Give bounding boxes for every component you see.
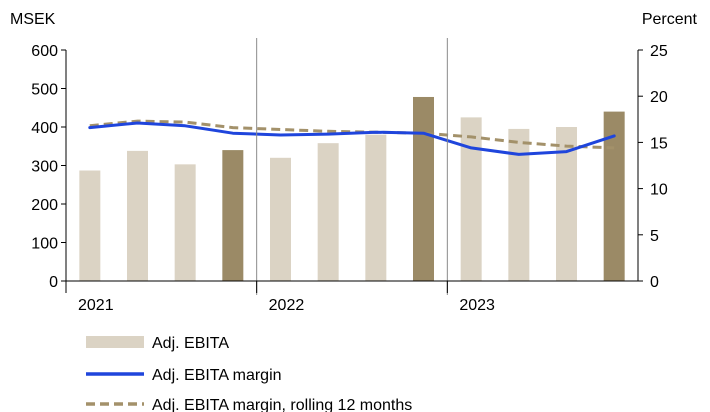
bar-adj-ebita <box>174 164 196 281</box>
x-year-label: 2022 <box>269 297 305 314</box>
x-year-label: 2023 <box>459 297 495 314</box>
bar-adj-ebita <box>556 127 577 281</box>
legend-label-adj-ebita: Adj. EBITA <box>152 335 229 352</box>
legend-swatch-adj-ebita <box>86 336 144 348</box>
left-axis-title: MSEK <box>10 11 56 28</box>
right-tick-label: 0 <box>650 274 659 291</box>
right-tick-label: 15 <box>650 135 668 152</box>
right-tick-label: 25 <box>650 43 668 60</box>
left-tick-label: 400 <box>31 120 58 137</box>
bar-adj-ebita <box>222 150 244 281</box>
bar-adj-ebita <box>365 134 387 281</box>
line-adj-ebita-margin-rolling-12m <box>89 119 615 150</box>
chart-frame <box>65 38 639 295</box>
legend: Adj. EBITA Adj. EBITA margin Adj. EBITA ma… <box>86 335 412 412</box>
bar-adj-ebita <box>603 111 625 281</box>
legend-label-rolling-12m: Adj. EBITA margin, rolling 12 months <box>152 397 412 412</box>
left-tick-label: 500 <box>31 82 58 99</box>
x-year-label: 2021 <box>78 297 114 314</box>
left-tick-label: 0 <box>49 274 58 291</box>
left-axis-ticks: 0 100 200 300 400 500 600 <box>31 43 66 291</box>
right-tick-label: 20 <box>650 89 668 106</box>
bar-adj-ebita <box>508 128 530 281</box>
bar-adj-ebita <box>270 157 291 281</box>
left-tick-label: 300 <box>31 159 58 176</box>
bar-adj-ebita <box>413 96 434 281</box>
bar-adj-ebita <box>460 117 482 281</box>
left-tick-label: 100 <box>31 236 58 253</box>
left-tick-label: 200 <box>31 197 58 214</box>
x-year-labels: 2021 2022 2023 <box>65 281 495 314</box>
line-series <box>88 119 616 156</box>
legend-label-adj-ebita-margin: Adj. EBITA margin <box>152 367 282 384</box>
bar-adj-ebita <box>127 150 148 281</box>
bar-series <box>79 96 625 281</box>
bar-adj-ebita <box>317 143 339 281</box>
right-axis-ticks: 0 5 10 15 20 25 <box>638 43 668 291</box>
left-tick-label: 600 <box>31 43 58 60</box>
right-tick-label: 10 <box>650 182 668 199</box>
bar-adj-ebita <box>79 170 101 281</box>
right-axis-title: Percent <box>642 11 698 28</box>
right-tick-label: 5 <box>650 228 659 245</box>
line-adj-ebita-margin <box>88 121 616 156</box>
